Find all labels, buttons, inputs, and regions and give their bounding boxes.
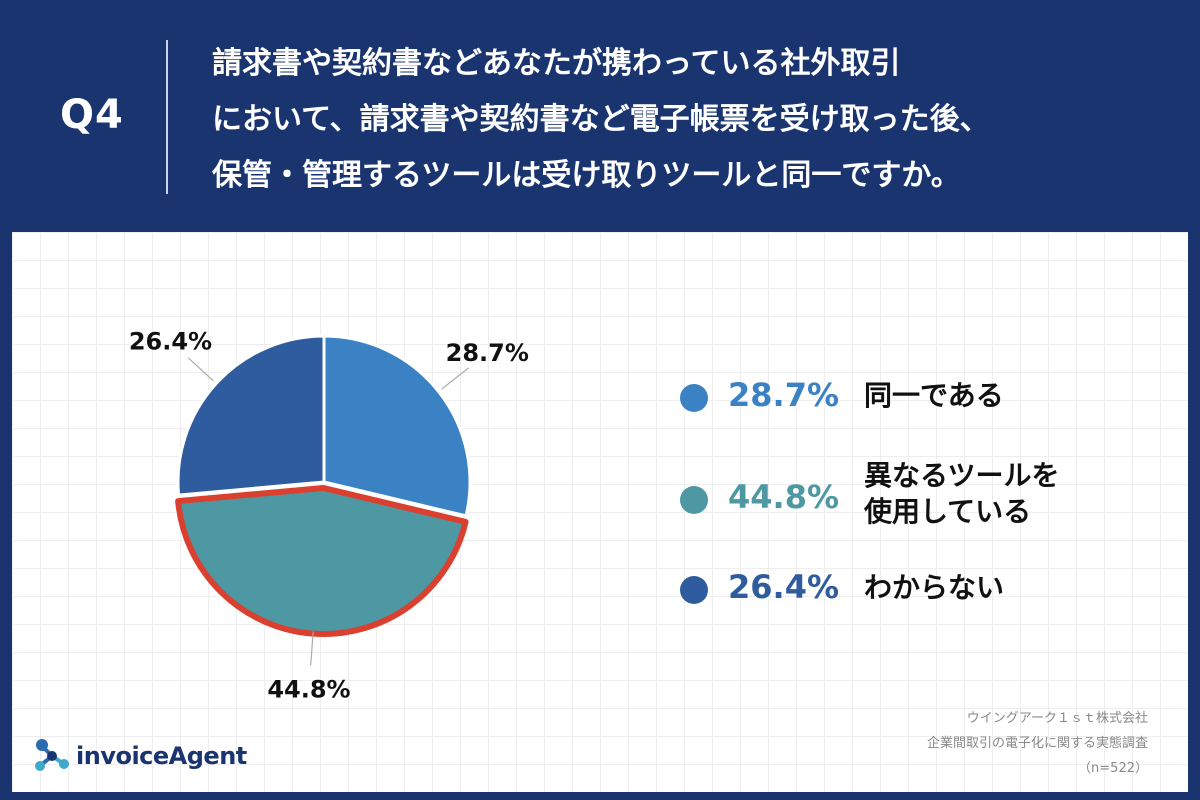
header-divider: [166, 40, 168, 194]
pie-label-different: 44.8%: [267, 675, 350, 703]
source-survey: 企業間取引の電子化に関する実態調査: [926, 736, 1148, 751]
legend-dot-same: [680, 384, 708, 412]
legend-pct-different: 44.8%: [728, 478, 840, 516]
legend-dot-different: [680, 486, 708, 514]
question-number: Q4: [60, 92, 124, 138]
question-line-1: 請求書や契約書などあなたが携わっている社外取引: [212, 46, 901, 81]
legend-pct-unknown: 26.4%: [728, 568, 840, 606]
source-note: ウイングアーク１ｓｔ株式会社 企業間取引の電子化に関する実態調査 （n=522）: [927, 706, 1148, 781]
pie-slice-different: [175, 484, 469, 637]
pie-slice-unknown: [176, 334, 326, 497]
legend-dot-unknown: [680, 576, 708, 604]
invoiceagent-logo: invoiceAgent: [32, 734, 247, 778]
header-banner: Q4 請求書や契約書などあなたが携わっている社外取引 において、請求書や契約書な…: [0, 0, 1200, 232]
pie-leader-line: [441, 367, 469, 390]
chart-card: 28.7% 44.8% 26.4% 28.7% 同一である 44.8% 異なるツール…: [12, 232, 1188, 792]
question-line-3: 保管・管理するツールは受け取りツールと同一ですか。: [212, 158, 961, 193]
legend-label-different-line1: 異なるツールを: [864, 459, 1060, 492]
question-text: 請求書や契約書などあなたが携わっている社外取引 において、請求書や契約書など電子…: [212, 36, 1172, 204]
pie-leader-line: [310, 631, 314, 666]
source-sample-size: （n=522）: [1078, 761, 1148, 776]
source-company: ウイングアーク１ｓｔ株式会社: [966, 711, 1148, 726]
pie-leader-line: [187, 357, 214, 382]
pie-chart: 28.7% 44.8% 26.4%: [129, 328, 529, 704]
pie-label-unknown: 26.4%: [129, 328, 212, 356]
legend: 28.7% 同一である 44.8% 異なるツールを 使用している 26.4% わ…: [680, 232, 1160, 792]
molecule-logo-icon: [35, 739, 69, 771]
pie-slice-same: [322, 334, 472, 518]
legend-label-same: 同一である: [864, 379, 1004, 412]
legend-label-unknown: わからない: [864, 571, 1005, 604]
logo-text: invoiceAgent: [76, 742, 247, 770]
legend-pct-same: 28.7%: [728, 376, 840, 414]
legend-label-different-line2: 使用している: [864, 495, 1032, 528]
question-line-2: において、請求書や契約書など電子帳票を受け取った後、: [212, 102, 990, 137]
pie-label-same: 28.7%: [446, 339, 529, 367]
